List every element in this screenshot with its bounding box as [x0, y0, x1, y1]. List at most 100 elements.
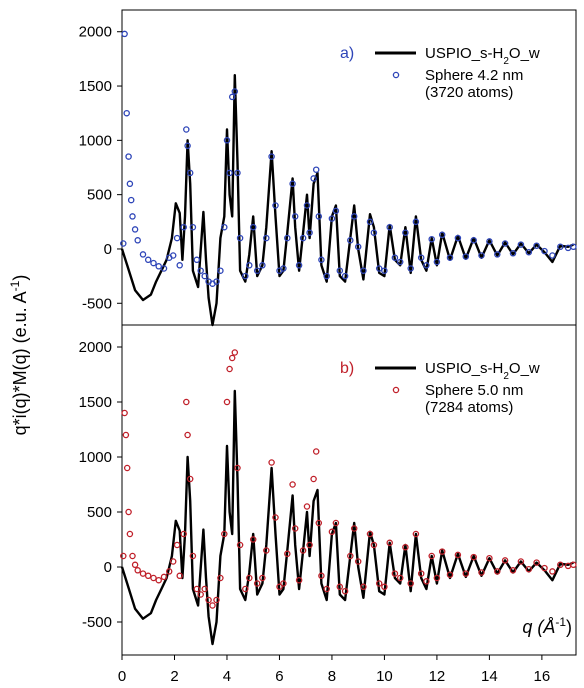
- data-point: [120, 552, 127, 560]
- data-point: [280, 580, 287, 587]
- data-point: [139, 251, 147, 258]
- x-tick-label: 2: [170, 668, 178, 685]
- data-point: [402, 229, 409, 236]
- y-tick-label: 0: [104, 559, 112, 576]
- data-point: [144, 256, 152, 264]
- data-point: [186, 475, 194, 483]
- data-point: [478, 252, 485, 259]
- data-point: [228, 354, 236, 362]
- data-point: [354, 243, 362, 251]
- data-point: [303, 202, 311, 209]
- data-point: [236, 541, 244, 549]
- data-point: [310, 475, 317, 483]
- data-point: [407, 580, 414, 587]
- data-point: [501, 557, 509, 564]
- data-point: [360, 267, 367, 274]
- data-point: [557, 561, 564, 569]
- legend-label-line-series: USPIO_s-H2O_w: [425, 45, 540, 67]
- legend-marker-swatch: [392, 71, 400, 79]
- data-point: [315, 213, 323, 220]
- data-point: [386, 539, 393, 547]
- data-point: [155, 576, 162, 584]
- data-point: [347, 552, 354, 560]
- panel-b: -500 0 500 1000 1500 2000 b) USPIO_s-H2O_wSpher…: [79, 324, 577, 656]
- data-point: [306, 541, 313, 549]
- x-axis-title-main: q (Å: [522, 617, 555, 637]
- data-point: [402, 543, 409, 551]
- data-point: [438, 231, 446, 239]
- legend-label-line-series: USPIO_s-H2O_w: [425, 360, 540, 382]
- data-point: [323, 585, 330, 593]
- data-point: [312, 166, 320, 173]
- data-point: [213, 596, 220, 604]
- data-point: [173, 234, 181, 242]
- data-point: [125, 153, 132, 160]
- data-point: [259, 574, 266, 582]
- data-point: [249, 223, 257, 231]
- data-point: [129, 213, 136, 220]
- data-point: [242, 585, 249, 593]
- data-point: [176, 572, 183, 580]
- data-point: [197, 267, 204, 274]
- data-point: [122, 431, 130, 439]
- data-point: [139, 570, 147, 577]
- data-point: [328, 215, 336, 222]
- data-point: [428, 235, 435, 243]
- y-axis-title: q*i(q)*M(q) (e.u. A-1): [8, 275, 30, 436]
- y-tick-label: -500: [82, 614, 112, 631]
- y-tick-label: 2000: [79, 24, 112, 41]
- data-point: [217, 267, 224, 274]
- data-point: [176, 262, 183, 269]
- legend-label-marker-series: Sphere 4.2 nm: [425, 67, 523, 84]
- data-point: [366, 218, 374, 226]
- panel-label: b): [340, 360, 354, 377]
- data-point: [173, 541, 181, 549]
- data-point: [189, 223, 197, 231]
- data-point: [310, 175, 317, 182]
- data-point: [494, 568, 501, 575]
- data-point: [454, 551, 462, 559]
- data-point: [184, 431, 191, 439]
- y-axis-title-sup: -1: [8, 280, 22, 291]
- data-point: [180, 530, 187, 538]
- data-point: [318, 256, 325, 264]
- data-point: [186, 169, 194, 177]
- data-point: [407, 265, 414, 272]
- data-point: [396, 574, 404, 582]
- data-point: [525, 248, 533, 256]
- data-point: [470, 237, 477, 244]
- data-point: [428, 552, 435, 560]
- y-axis-title-close: ): [10, 275, 30, 281]
- x-tick-label: 4: [223, 668, 231, 685]
- data-point: [129, 552, 136, 560]
- x-tick-label: 12: [429, 668, 446, 685]
- panel-label: a): [340, 45, 354, 62]
- series-line: [120, 389, 574, 646]
- data-point: [446, 254, 454, 261]
- data-point: [478, 569, 485, 576]
- data-point: [315, 519, 323, 527]
- data-point: [486, 554, 493, 562]
- x-tick-label: 10: [376, 668, 393, 685]
- data-point: [332, 519, 340, 527]
- data-point: [221, 223, 228, 231]
- data-point: [228, 93, 236, 101]
- data-point: [125, 508, 132, 516]
- x-tick-label: 8: [328, 668, 336, 685]
- x-axis-title-sup: -1: [555, 615, 566, 629]
- data-point: [336, 267, 344, 274]
- data-point: [144, 572, 152, 580]
- data-point: [549, 568, 556, 575]
- y-axis-title-main: q*i(q)*M(q) (e.u. A: [10, 291, 30, 435]
- data-point: [557, 243, 564, 251]
- data-point: [120, 240, 127, 247]
- data-point: [525, 565, 533, 573]
- x-tick-label: 16: [534, 668, 551, 685]
- data-point: [486, 238, 493, 245]
- legend-marker-swatch: [392, 386, 400, 394]
- x-tick-label: 14: [481, 668, 498, 685]
- data-point: [193, 256, 201, 264]
- data-point: [226, 365, 233, 373]
- data-point: [295, 262, 303, 269]
